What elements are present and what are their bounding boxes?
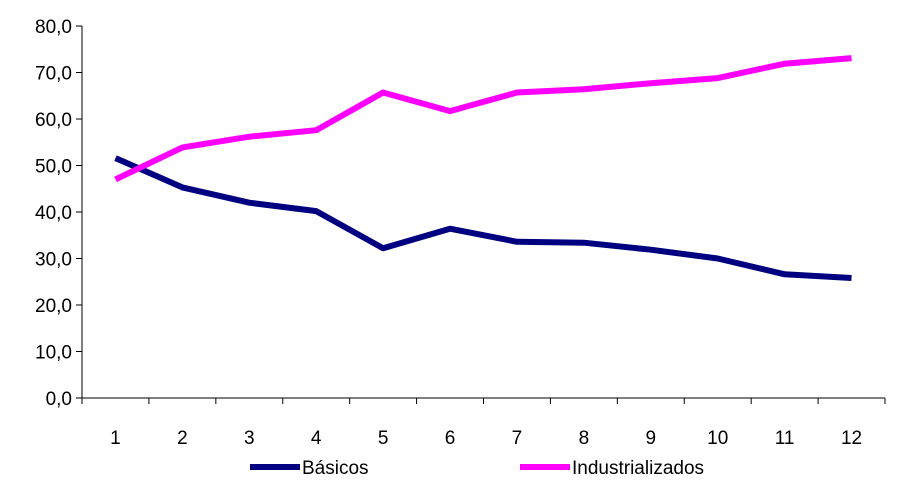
series-line-1 xyxy=(114,155,852,281)
x-tick-label: 7 xyxy=(512,428,523,449)
x-tick-label: 2 xyxy=(177,428,188,449)
x-tick-label: 11 xyxy=(775,428,795,449)
x-tick-label: 5 xyxy=(378,428,389,449)
legend: Básicos Industrializados xyxy=(250,458,704,479)
x-tick-label: 4 xyxy=(311,428,322,449)
axes xyxy=(81,26,885,399)
x-tick-label: 8 xyxy=(579,428,590,449)
series-lines xyxy=(114,55,852,281)
y-axis-ticks: 0,0 10,0 20,0 30,0 40,0 50,0 60,0 70,0 80,0 xyxy=(35,17,82,410)
legend-label: Básicos xyxy=(302,458,369,479)
series-line-2 xyxy=(114,55,852,183)
x-axis-ticks: 1 2 3 4 5 6 7 8 9 10 11 12 xyxy=(81,398,886,449)
y-tick-label: 20,0 xyxy=(35,296,72,317)
y-tick-label: 80,0 xyxy=(35,17,72,38)
y-tick-label: 10,0 xyxy=(35,343,72,364)
y-tick-label: 70,0 xyxy=(35,64,72,85)
y-tick-label: 40,0 xyxy=(35,203,72,224)
x-tick-label: 9 xyxy=(646,428,657,449)
legend-label: Industrializados xyxy=(572,458,704,479)
y-tick-label: 30,0 xyxy=(35,250,72,271)
y-tick-label: 50,0 xyxy=(35,157,72,178)
x-tick-label: 10 xyxy=(707,428,728,449)
y-tick-label: 60,0 xyxy=(35,110,72,131)
y-tick-label: 0,0 xyxy=(46,389,72,410)
x-tick-label: 6 xyxy=(445,428,456,449)
x-tick-label: 3 xyxy=(244,428,255,449)
x-tick-label: 1 xyxy=(110,428,121,449)
x-tick-label: 12 xyxy=(841,428,862,449)
